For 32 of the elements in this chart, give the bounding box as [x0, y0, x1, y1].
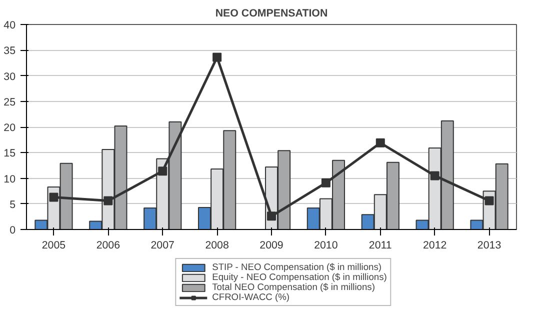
- x-tick-label: 2008: [205, 240, 229, 252]
- y-tick-label: 10: [4, 173, 16, 186]
- y-tick-label: 30: [4, 70, 16, 83]
- legend-label: CFROI-WACC (%): [212, 292, 290, 302]
- legend-label: STIP - NEO Compensation ($ in millions): [212, 262, 382, 272]
- point: [267, 212, 276, 221]
- x-tick-label: 2005: [42, 240, 66, 252]
- point: [376, 138, 385, 148]
- y-tick-label: 0: [10, 224, 16, 236]
- chart-title: NEO COMPENSATION: [215, 8, 328, 20]
- y-tick-label: 15: [4, 148, 16, 160]
- y-tick-label: 20: [4, 122, 16, 134]
- x-tick-label: 2009: [260, 240, 284, 252]
- legend-label: Total NEO Compensation ($ in millions): [212, 282, 375, 292]
- point: [49, 192, 58, 202]
- point: [104, 196, 113, 206]
- y-tick-label: 35: [4, 45, 16, 58]
- x-tick-label: 2013: [477, 240, 502, 252]
- legend-label: Equity - NEO Compensation ($ in millions): [212, 272, 387, 282]
- point: [158, 166, 168, 176]
- y-tick-label: 40: [4, 20, 16, 32]
- x-tick-label: 2010: [314, 240, 338, 252]
- x-tick-label: 2012: [422, 240, 447, 252]
- point: [484, 196, 494, 206]
- y-tick-label: 5: [10, 198, 16, 211]
- x-tick-label: 2011: [368, 240, 392, 252]
- x-tick-label: 2007: [150, 240, 175, 252]
- x-tick-label: 2006: [96, 240, 120, 252]
- point: [321, 178, 330, 188]
- y-tick-label: 25: [4, 96, 16, 108]
- point: [212, 52, 222, 62]
- point: [430, 171, 440, 180]
